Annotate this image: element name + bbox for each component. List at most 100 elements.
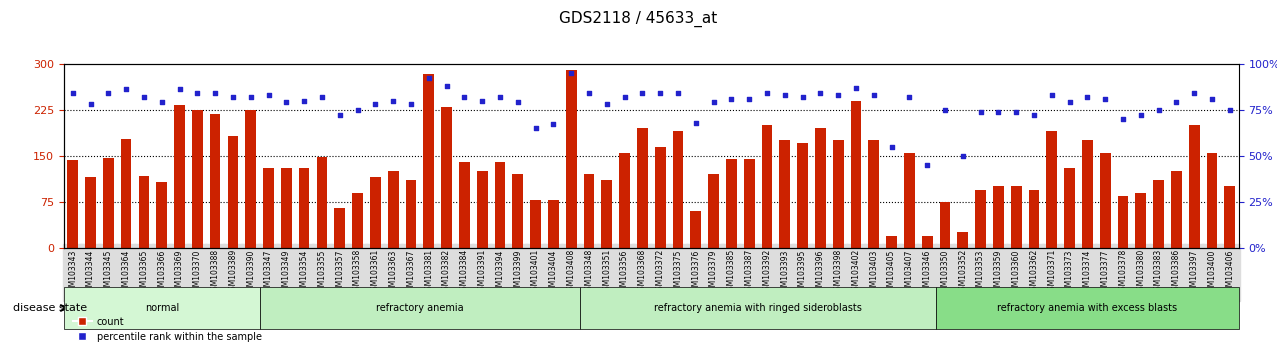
Bar <box>850 101 861 248</box>
Point <box>863 92 884 98</box>
Bar <box>1082 141 1093 248</box>
Bar <box>1117 196 1129 248</box>
Point <box>845 85 866 91</box>
Point <box>258 92 278 98</box>
Point <box>988 109 1009 114</box>
Bar <box>317 157 327 248</box>
Bar <box>833 141 844 248</box>
Legend: count, percentile rank within the sample: count, percentile rank within the sample <box>69 313 266 346</box>
Bar <box>797 143 808 248</box>
Bar <box>245 110 257 248</box>
Point <box>204 90 225 96</box>
Point <box>650 90 670 96</box>
Point <box>294 98 314 103</box>
Point <box>507 99 527 105</box>
Bar <box>922 235 932 248</box>
Bar <box>761 125 773 248</box>
Bar <box>406 180 416 248</box>
Bar <box>815 128 826 248</box>
Bar <box>458 162 470 248</box>
Point <box>1130 113 1151 118</box>
Bar <box>86 177 96 248</box>
Point <box>490 94 511 100</box>
Bar <box>868 141 879 248</box>
Bar <box>352 193 363 248</box>
Bar <box>1135 193 1147 248</box>
Point <box>1166 99 1186 105</box>
Point <box>472 98 493 103</box>
Point <box>917 162 937 168</box>
Bar <box>1011 187 1022 248</box>
Point <box>240 94 261 100</box>
Point <box>63 90 83 96</box>
Point <box>1078 94 1098 100</box>
Point <box>757 90 778 96</box>
Bar <box>1189 125 1199 248</box>
Point <box>632 90 653 96</box>
Point <box>543 122 563 127</box>
Point <box>1042 92 1062 98</box>
Bar <box>691 211 701 248</box>
Bar <box>263 168 273 248</box>
Bar <box>335 208 345 248</box>
Point <box>596 101 617 107</box>
Point <box>739 96 760 102</box>
Point <box>1184 90 1204 96</box>
Point <box>561 70 581 76</box>
Point <box>775 92 796 98</box>
Point <box>312 94 332 100</box>
Point <box>899 94 919 100</box>
Point <box>329 113 350 118</box>
Point <box>401 101 421 107</box>
Bar <box>494 162 506 248</box>
Bar <box>976 189 986 248</box>
Point <box>525 125 545 131</box>
Bar <box>994 187 1004 248</box>
Bar <box>1153 180 1163 248</box>
Point <box>792 94 812 100</box>
Bar <box>886 235 896 248</box>
Bar <box>388 171 398 248</box>
Bar <box>227 136 239 248</box>
Point <box>578 90 599 96</box>
Point <box>810 90 830 96</box>
Point <box>222 94 243 100</box>
Bar <box>743 159 755 248</box>
Point <box>419 76 439 81</box>
Point <box>686 120 706 125</box>
Text: GDS2118 / 45633_at: GDS2118 / 45633_at <box>559 11 718 27</box>
Point <box>1094 96 1115 102</box>
Bar <box>940 202 950 248</box>
Bar <box>619 153 630 248</box>
Bar <box>655 147 665 248</box>
Point <box>116 87 137 92</box>
Bar <box>121 138 132 248</box>
Point <box>1024 113 1045 118</box>
Text: refractory anemia with ringed sideroblasts: refractory anemia with ringed sideroblas… <box>654 303 862 313</box>
Bar <box>209 114 221 248</box>
Point <box>188 90 208 96</box>
Bar <box>958 233 968 248</box>
Text: refractory anemia with excess blasts: refractory anemia with excess blasts <box>997 303 1177 313</box>
Point <box>614 94 635 100</box>
Bar <box>299 168 309 248</box>
Bar <box>476 171 488 248</box>
Point <box>953 153 973 159</box>
Bar <box>442 107 452 248</box>
Bar <box>1171 171 1181 248</box>
Point <box>365 101 386 107</box>
Text: refractory anemia: refractory anemia <box>375 303 464 313</box>
Point <box>134 94 155 100</box>
Point <box>1148 107 1168 113</box>
Bar <box>68 160 78 248</box>
Bar <box>709 174 719 248</box>
Bar <box>156 182 167 248</box>
Point <box>80 101 101 107</box>
Bar <box>779 141 790 248</box>
Bar <box>601 180 612 248</box>
Bar <box>1029 189 1039 248</box>
Bar <box>530 200 541 248</box>
Bar <box>174 105 185 248</box>
Point <box>668 90 688 96</box>
Bar <box>727 159 737 248</box>
